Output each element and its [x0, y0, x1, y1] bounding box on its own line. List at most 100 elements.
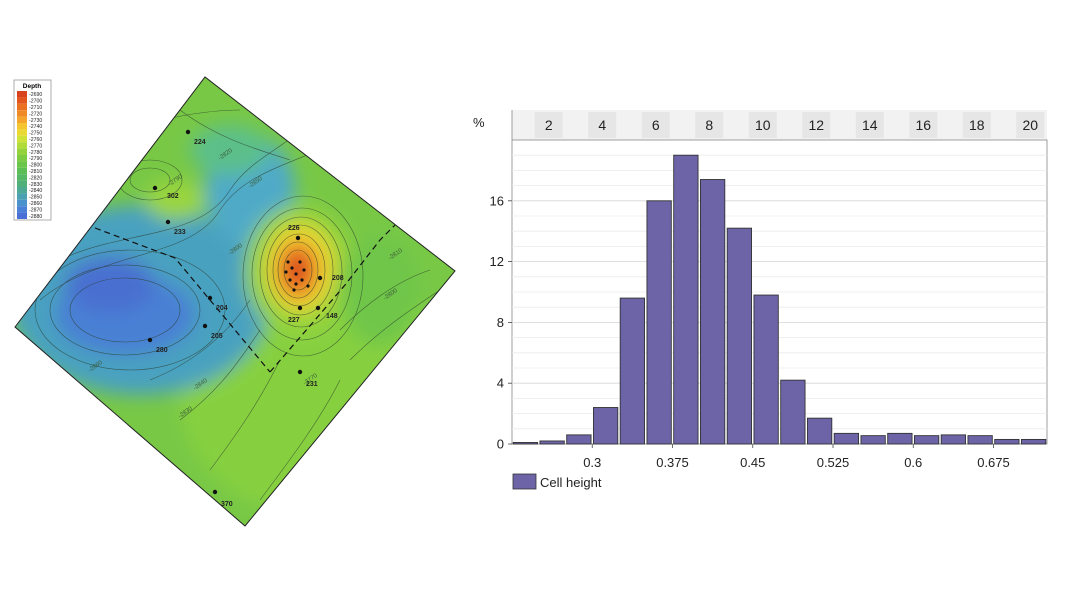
well-label: 231 [306, 381, 318, 388]
well-marker [212, 489, 218, 495]
well-label: 233 [174, 229, 186, 236]
legend-entry-label: -2690 [29, 92, 42, 98]
histogram-bar [914, 435, 940, 445]
legend-color-swatch [17, 161, 27, 168]
histogram-bar [887, 432, 913, 445]
legend-entry-label: -2840 [29, 188, 42, 194]
legend-entry-label: -2870 [29, 207, 42, 213]
histogram-bar [807, 417, 833, 445]
top-axis-cell [909, 112, 938, 138]
legend-entry-label: -2820 [29, 175, 42, 181]
top-axis-label: 16 [915, 117, 931, 133]
histogram-bar [539, 440, 565, 445]
well-marker [295, 235, 301, 241]
well-label: 280 [156, 347, 168, 354]
chart-legend: Cell height [512, 473, 602, 490]
well-label: 302 [167, 193, 179, 200]
well-marker [302, 268, 306, 272]
legend-entry-label: -2850 [29, 195, 42, 201]
histogram-panel: 2 4 6 8 10 12 14 16 18 20 0 4 8 12 16 0.3 0.375 0.45 0.5… [465, 105, 1055, 505]
legend-entry-label: -2790 [29, 156, 42, 162]
well-marker [297, 369, 303, 375]
top-axis-label: 20 [1022, 117, 1038, 133]
well-label: 148 [326, 313, 338, 320]
well-label: 204 [216, 305, 228, 312]
well-marker [152, 185, 158, 191]
depth-surface [15, 77, 455, 526]
top-axis-cell [748, 112, 777, 138]
top-axis-label: 12 [808, 117, 824, 133]
well-label: 205 [211, 333, 223, 340]
legend-color-swatch [17, 91, 27, 98]
x-tick-label: 0.6 [904, 455, 922, 470]
y-axis: 0 4 8 12 16 [490, 193, 512, 452]
legend-color-swatch [17, 193, 27, 200]
histogram-bar [1021, 438, 1047, 445]
x-tick-label: 0.45 [740, 455, 765, 470]
legend-color-swatch [17, 212, 27, 219]
top-axis-label: 4 [598, 117, 606, 133]
y-tick-label: 16 [490, 193, 504, 208]
histogram-bar [940, 434, 967, 445]
top-axis-cell [855, 112, 884, 138]
legend-entry-label: -2860 [29, 201, 42, 207]
legend-color-swatch [17, 206, 27, 213]
top-axis-label: 6 [652, 117, 660, 133]
top-axis: 2 4 6 8 10 12 14 16 18 20 [511, 110, 1045, 140]
top-axis-cell [802, 112, 831, 138]
legend-color-swatch [17, 187, 27, 194]
x-tick-label: 0.525 [817, 455, 850, 470]
histogram-bar [646, 200, 672, 445]
x-tick-label: 0.675 [977, 455, 1010, 470]
y-tick-label: 4 [497, 376, 504, 391]
well-marker [298, 260, 302, 264]
legend-swatch [512, 473, 537, 490]
histogram-bar [699, 179, 726, 445]
legend-color-swatch [17, 110, 27, 117]
legend-entry-label: -2830 [29, 182, 42, 188]
well-marker [207, 295, 213, 301]
well-marker [284, 270, 288, 274]
top-axis-label: 18 [969, 117, 985, 133]
top-axis-cell [588, 112, 617, 138]
histogram-bar [860, 435, 886, 445]
legend-color-swatch [17, 142, 27, 149]
well-marker [147, 337, 153, 343]
top-axis-cell [962, 112, 991, 138]
well-label: 370 [221, 501, 233, 508]
y-axis-label: % [473, 115, 485, 130]
legend-entry-label: -2700 [29, 99, 42, 105]
legend-entry-label: -2760 [29, 137, 42, 143]
top-axis-label: 2 [545, 117, 553, 133]
well-marker [290, 266, 294, 270]
legend-entry-label: -2780 [29, 150, 42, 156]
legend-entry-label: -2750 [29, 131, 42, 137]
well-marker [306, 284, 310, 288]
legend-color-swatch [17, 155, 27, 162]
legend-entry-label: -2720 [29, 111, 42, 117]
legend-color-swatch [17, 174, 27, 181]
legend-entry-label: -2730 [29, 118, 42, 124]
legend-color-swatch [17, 97, 27, 104]
well-marker [315, 305, 321, 311]
x-tick-label: 0.375 [656, 455, 689, 470]
x-axis: 0.3 0.375 0.45 0.525 0.6 0.675 [583, 444, 1010, 470]
x-tick-label: 0.3 [583, 455, 601, 470]
legend-entry-label: -2770 [29, 143, 42, 149]
well-marker [286, 260, 290, 264]
top-axis-cell [641, 112, 670, 138]
top-axis-label: 8 [705, 117, 713, 133]
bars [512, 154, 1047, 445]
well-marker [165, 219, 171, 225]
well-marker [300, 278, 304, 282]
top-axis-cell [695, 112, 724, 138]
well-marker [202, 323, 208, 329]
well-marker [185, 129, 191, 135]
depth-map: 224 302 233 204 205 280 226 208 227 148 231 370 -28… [13, 76, 456, 527]
top-axis-cell [1016, 112, 1045, 138]
depth-legend: Depth -2690-2700-2710-2720-2730-2740-275… [13, 79, 52, 221]
histogram-bar [753, 294, 779, 445]
top-axis-cell [534, 112, 563, 138]
legend-color-swatch [17, 167, 27, 175]
well-label: 208 [332, 275, 344, 282]
